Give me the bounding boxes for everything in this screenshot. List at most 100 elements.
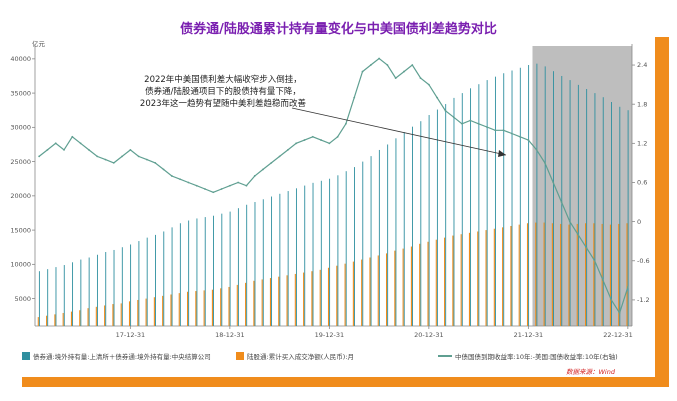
- spread-point: [170, 175, 173, 177]
- stock-bar: [344, 263, 346, 326]
- stock-bar: [137, 299, 139, 326]
- stock-bar: [211, 289, 213, 326]
- bond-bar: [320, 180, 322, 326]
- bond-bar: [627, 110, 629, 326]
- right-tick-label: 1.2: [637, 140, 647, 148]
- left-tick-label: 5000: [14, 295, 31, 303]
- bond-bar: [553, 71, 554, 327]
- x-tick-label: 21-12-31: [514, 331, 544, 339]
- stock-bar: [394, 250, 396, 326]
- bond-bar: [121, 247, 123, 326]
- spread-point: [618, 312, 621, 314]
- spread-point: [195, 184, 198, 187]
- annotation-line-3: 2023年这一趋势有望随中美利差趋稳而改善: [139, 99, 307, 109]
- bond-bar: [370, 156, 372, 326]
- spread-point: [228, 184, 231, 187]
- spread-point: [245, 184, 248, 187]
- spread-point: [452, 116, 455, 119]
- bond-bar: [55, 267, 57, 326]
- stock-bar: [286, 275, 288, 326]
- bond-bar: [337, 175, 339, 326]
- annotation-text: 2022年中美国债利差大幅收窄步入倒挂， 债券通/陆股通项目下的股债持有量下降，…: [118, 74, 328, 110]
- stock-bar: [385, 253, 388, 326]
- stock-bar: [245, 282, 247, 326]
- stock-bar: [54, 314, 56, 326]
- bond-bar: [494, 76, 496, 326]
- bond-bar: [155, 234, 156, 326]
- x-tick-label: 19-12-31: [315, 331, 345, 339]
- x-tick-label: 18-12-31: [215, 331, 245, 339]
- spread-point: [162, 168, 165, 171]
- spread-point: [419, 77, 422, 79]
- x-tick-label: 17-12-31: [116, 331, 146, 339]
- bond-bar: [80, 259, 82, 326]
- stock-bar: [502, 227, 504, 326]
- stock-bar: [79, 310, 81, 326]
- spread-point: [220, 188, 223, 190]
- bond-bar: [602, 97, 604, 327]
- bond-bar: [196, 218, 198, 326]
- bond-bar: [237, 208, 239, 326]
- stock-bar: [145, 298, 147, 326]
- stock-bar: [327, 267, 330, 326]
- spread-point: [568, 220, 571, 223]
- bond-bar: [304, 185, 306, 326]
- spread-point: [104, 158, 107, 161]
- orange-frame-right: [655, 37, 669, 387]
- bond-bar: [254, 202, 256, 326]
- stock-bar: [377, 255, 379, 326]
- spread-point: [311, 135, 314, 138]
- spread-point: [96, 155, 99, 158]
- spread-point: [436, 96, 439, 99]
- right-tick-label: 0.6: [637, 179, 647, 187]
- stock-bar: [236, 284, 238, 326]
- bond-bar: [96, 254, 98, 326]
- orange-frame-bottom: [22, 377, 669, 387]
- stock-bar: [95, 306, 97, 326]
- spread-point: [336, 135, 339, 138]
- spread-point: [485, 126, 488, 128]
- bond-bar: [569, 80, 571, 327]
- stock-bar: [543, 222, 545, 326]
- bond-bar: [478, 84, 480, 326]
- bond-bar: [113, 249, 115, 326]
- spread-point: [112, 162, 115, 164]
- bond-bar: [453, 97, 455, 327]
- spread-point: [411, 64, 414, 66]
- stock-bar: [477, 231, 479, 326]
- stock-bar: [609, 224, 611, 326]
- spread-point: [560, 201, 563, 203]
- bond-bar: [420, 121, 422, 326]
- right-tick-label: 0: [637, 218, 641, 226]
- bond-bar: [503, 73, 505, 326]
- bond-bar: [354, 167, 355, 326]
- bond-bar: [561, 75, 563, 326]
- spread-point: [38, 155, 41, 158]
- stock-bar: [526, 223, 529, 326]
- bond-bar: [246, 204, 248, 326]
- left-tick-label: 25000: [10, 158, 31, 166]
- stock-bar: [593, 223, 595, 326]
- shaded-period: [532, 46, 632, 326]
- left-tick-label: 35000: [10, 89, 31, 97]
- stock-bar: [294, 273, 296, 326]
- bond-bar: [179, 223, 181, 326]
- bond-bar: [395, 138, 397, 326]
- stock-bar: [261, 279, 263, 326]
- stock-bar: [186, 291, 189, 326]
- spread-point: [295, 142, 298, 145]
- stock-bar: [311, 271, 313, 326]
- spread-point: [46, 148, 49, 151]
- spread-point: [469, 119, 472, 122]
- spread-point: [187, 181, 190, 184]
- spread-point: [137, 155, 140, 158]
- stock-bar: [120, 303, 122, 326]
- bond-bar: [329, 178, 331, 326]
- left-tick-label: 40000: [10, 55, 31, 63]
- bond-bar: [412, 126, 413, 326]
- bond-bar: [428, 115, 430, 327]
- spread-point: [237, 181, 240, 184]
- right-tick-label: -1.2: [637, 296, 650, 304]
- left-axis-unit: 亿元: [32, 39, 46, 48]
